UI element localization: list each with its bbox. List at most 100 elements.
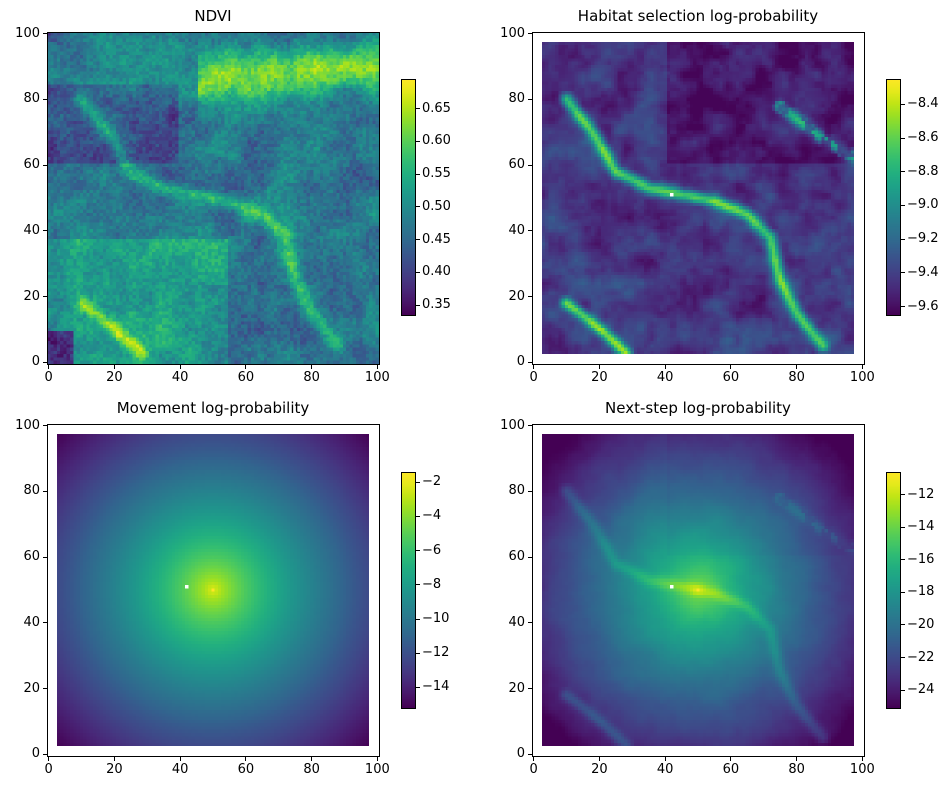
- y-tick-mark: [528, 361, 532, 363]
- colorbar-tick-label: −8.8: [907, 163, 939, 179]
- colorbar-tick-label: −8.6: [907, 130, 939, 145]
- x-tick-label: 80: [303, 762, 320, 777]
- y-tick-label: 80: [23, 483, 40, 499]
- colorbar-tick-mark: [416, 239, 420, 241]
- y-tick-mark: [43, 361, 47, 363]
- y-tick-mark: [43, 556, 47, 558]
- x-tick-mark: [730, 365, 732, 369]
- colorbar-tick-mark: [901, 624, 905, 626]
- colorbar-tick-mark: [416, 481, 420, 483]
- x-tick-mark: [311, 365, 313, 369]
- x-tick-label: 40: [171, 370, 189, 385]
- y-tick-label: 0: [516, 354, 525, 370]
- y-tick-mark: [528, 622, 532, 624]
- x-tick-mark: [376, 365, 378, 369]
- colorbar-tick-label: −8: [422, 576, 442, 592]
- x-tick-label: 20: [106, 762, 123, 777]
- x-tick-mark: [179, 365, 181, 369]
- colorbar-tick-label: −16: [907, 551, 935, 567]
- y-tick-label: 40: [23, 614, 40, 630]
- colorbar-tick-label: −12: [422, 645, 450, 661]
- colorbar-tick-mark: [416, 618, 420, 620]
- x-tick-label: 0: [44, 762, 53, 777]
- colorbar-tick-label: 0.40: [422, 264, 451, 280]
- x-tick-mark: [179, 757, 181, 761]
- colorbar-tick-label: −24: [907, 682, 935, 698]
- y-tick-label: 60: [508, 157, 525, 173]
- colorbar-gradient: [401, 472, 415, 708]
- colorbar-tick-mark: [901, 171, 905, 173]
- colorbar-tick-label: −9.4: [907, 264, 939, 280]
- colorbar-tick-mark: [416, 686, 420, 688]
- x-tick-mark: [48, 365, 50, 369]
- x-tick-label: 80: [788, 370, 805, 385]
- x-tick-mark: [730, 757, 732, 761]
- x-tick-label: 20: [591, 370, 608, 385]
- colorbar-tick-mark: [901, 204, 905, 206]
- heatmap-image: [47, 32, 379, 364]
- x-tick-mark: [664, 365, 666, 369]
- colorbar-tick-label: 0.45: [422, 231, 451, 247]
- colorbar-tick-mark: [416, 271, 420, 273]
- y-tick-mark: [43, 753, 47, 755]
- x-tick-mark: [533, 365, 535, 369]
- colorbar-tick-mark: [901, 103, 905, 105]
- chart-title: Next-step log-probability: [605, 399, 791, 417]
- y-tick-mark: [43, 622, 47, 624]
- y-tick-mark: [528, 98, 532, 100]
- colorbar-tick-label: −4: [422, 508, 442, 524]
- colorbar-tick-label: −14: [907, 519, 935, 535]
- x-tick-mark: [598, 757, 600, 761]
- colorbar-tick-label: −22: [907, 649, 935, 665]
- colorbar-tick-mark: [416, 173, 420, 175]
- y-tick-label: 60: [23, 157, 40, 173]
- y-tick-label: 0: [31, 746, 40, 762]
- x-tick-label: 60: [237, 762, 255, 777]
- y-tick-mark: [43, 425, 47, 427]
- y-tick-mark: [528, 688, 532, 690]
- x-tick-mark: [861, 365, 863, 369]
- y-tick-mark: [43, 490, 47, 492]
- colorbar-tick-label: −14: [422, 679, 450, 695]
- colorbar-tick-mark: [901, 657, 905, 659]
- colorbar-frame: [886, 79, 901, 316]
- colorbar-tick-mark: [416, 304, 420, 306]
- colorbar-tick-label: 0.50: [422, 198, 451, 214]
- x-tick-mark: [861, 757, 863, 761]
- y-tick-label: 100: [15, 417, 40, 433]
- chart-title: Movement log-probability: [116, 399, 310, 417]
- y-tick-label: 0: [516, 746, 525, 762]
- x-tick-label: 100: [849, 370, 875, 385]
- y-tick-mark: [528, 230, 532, 232]
- x-tick-label: 40: [656, 370, 674, 385]
- y-tick-mark: [43, 164, 47, 166]
- x-tick-mark: [113, 757, 115, 761]
- y-tick-label: 40: [508, 614, 525, 630]
- y-tick-mark: [528, 556, 532, 558]
- colorbar-frame: [886, 472, 901, 709]
- colorbar-gradient: [886, 472, 900, 708]
- y-tick-label: 100: [15, 25, 40, 41]
- x-tick-label: 100: [849, 762, 875, 777]
- y-tick-mark: [528, 753, 532, 755]
- x-tick-label: 20: [591, 762, 608, 777]
- colorbar-tick-mark: [416, 550, 420, 552]
- x-tick-label: 0: [44, 370, 53, 385]
- chart-title: NDVI: [194, 7, 232, 25]
- x-tick-mark: [533, 757, 535, 761]
- colorbar-tick-mark: [901, 306, 905, 308]
- x-tick-mark: [796, 365, 798, 369]
- colorbar-frame: [401, 472, 416, 709]
- colorbar-tick-mark: [416, 584, 420, 586]
- y-tick-mark: [43, 296, 47, 298]
- colorbar-tick-mark: [901, 137, 905, 139]
- colorbar-tick-label: 0.35: [422, 297, 451, 313]
- colorbar-tick-label: −9.0: [907, 197, 939, 213]
- x-tick-mark: [311, 757, 313, 761]
- y-tick-mark: [528, 164, 532, 166]
- colorbar-gradient: [886, 79, 900, 315]
- colorbar-tick-label: −20: [907, 616, 935, 632]
- x-tick-mark: [48, 757, 50, 761]
- y-tick-label: 60: [23, 549, 40, 565]
- colorbar-tick-label: −8.4: [907, 96, 939, 112]
